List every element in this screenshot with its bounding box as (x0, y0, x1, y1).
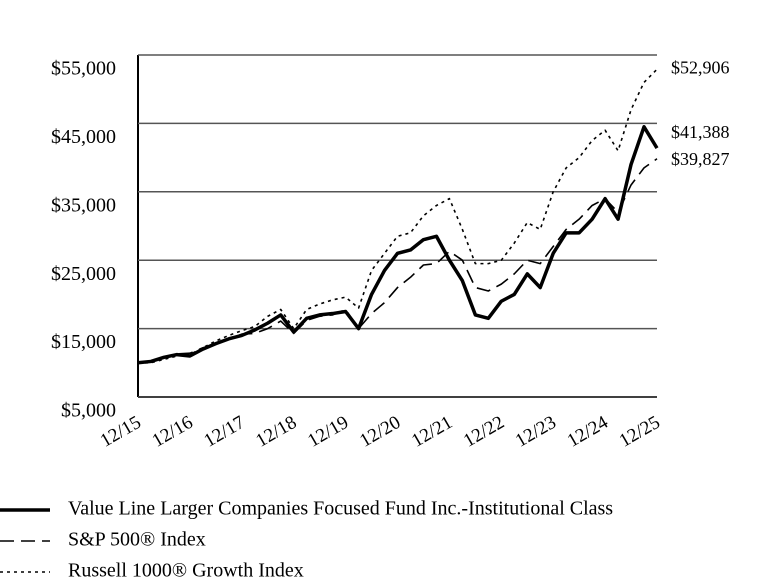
legend-label: Russell 1000® Growth Index (68, 560, 304, 582)
y-tick-label: $15,000 (51, 331, 116, 353)
x-tick-label: 12/20 (356, 412, 404, 452)
y-tick-label: $45,000 (51, 126, 116, 148)
series-line (137, 158, 658, 364)
legend-label: S&P 500® Index (68, 529, 206, 551)
x-tick-label: 12/22 (460, 412, 508, 452)
end-value-label: $52,906 (671, 57, 730, 77)
x-tick-label: 12/25 (616, 412, 664, 452)
y-tick-label: $55,000 (51, 58, 116, 80)
series-line (138, 68, 658, 364)
x-tick-label: 12/24 (564, 412, 612, 452)
y-tick-label: $5,000 (61, 400, 116, 422)
x-tick-label: 12/23 (512, 412, 560, 452)
x-tick-label: 12/17 (200, 412, 248, 452)
y-tick-label: $35,000 (51, 194, 116, 216)
end-value-label: $39,827 (671, 149, 730, 169)
end-value-label: $41,388 (671, 122, 730, 142)
x-tick-label: 12/16 (149, 412, 197, 452)
x-tick-label: 12/21 (408, 412, 456, 452)
x-tick-label: 12/18 (252, 412, 300, 452)
y-tick-label: $25,000 (51, 263, 116, 285)
series-line (137, 125, 659, 365)
x-tick-label: 12/19 (304, 412, 352, 452)
legend-label: Value Line Larger Companies Focused Fund… (68, 498, 613, 520)
